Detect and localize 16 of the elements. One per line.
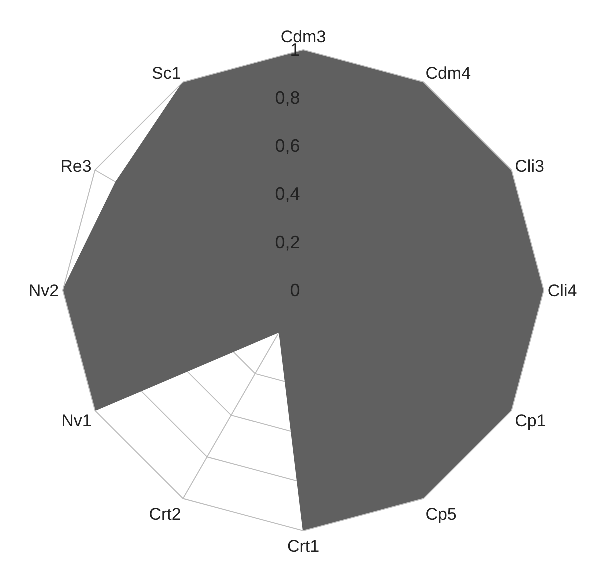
spoke-label: Nv1 bbox=[62, 411, 92, 430]
spoke-label: Cli4 bbox=[548, 281, 578, 300]
spoke-label: Sc1 bbox=[152, 64, 182, 83]
y-tick-label: 0,4 bbox=[275, 184, 300, 204]
spoke-label: Crt2 bbox=[149, 504, 182, 524]
spoke-label: Cli3 bbox=[515, 156, 544, 176]
spoke-label: Nv2 bbox=[28, 281, 60, 300]
spoke-label: Crt1 bbox=[287, 536, 320, 556]
y-tick-label: 0,2 bbox=[275, 232, 300, 252]
spoke-label: Re3 bbox=[60, 156, 92, 176]
spoke-label: Cp5 bbox=[426, 504, 457, 524]
spoke-label: Cdm4 bbox=[426, 64, 472, 83]
y-tick-label: 0,8 bbox=[275, 88, 300, 108]
y-tick-label: 0,6 bbox=[275, 136, 300, 156]
spoke-label: Cp1 bbox=[515, 411, 546, 430]
y-tick-label: 0 bbox=[290, 280, 300, 300]
